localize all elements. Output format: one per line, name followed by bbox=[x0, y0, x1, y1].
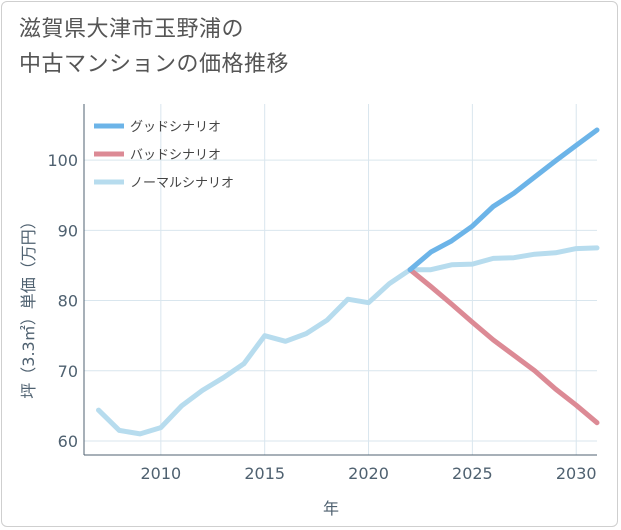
grid-lines bbox=[84, 104, 597, 455]
chart-title-line-1: 滋賀県大津市玉野浦の bbox=[19, 17, 245, 42]
legend-label-normal: ノーマルシナリオ bbox=[130, 176, 234, 191]
y-tick-label-0: 60 bbox=[58, 432, 78, 451]
y-tick-label-3: 90 bbox=[58, 221, 78, 240]
legend-label-bad: バッドシナリオ bbox=[130, 148, 221, 163]
x-tick-label-2: 2020 bbox=[348, 464, 389, 483]
chart-title-line-2: 中古マンションの価格推移 bbox=[19, 52, 290, 77]
x-tick-labels: 2010 2015 2020 2025 2030 bbox=[140, 464, 596, 483]
x-tick-label-4: 2030 bbox=[556, 464, 597, 483]
x-axis-title: 年 bbox=[323, 499, 339, 518]
series-line-normal bbox=[96, 245, 600, 437]
y-tick-label-2: 80 bbox=[58, 292, 78, 311]
series-line-good bbox=[407, 127, 600, 273]
chart-title: 滋賀県大津市玉野浦の 中古マンションの価格推移 bbox=[19, 12, 289, 82]
y-tick-labels: 60 70 80 90 100 bbox=[47, 151, 78, 451]
y-tick-label-1: 70 bbox=[58, 362, 78, 381]
y-tick-label-4: 100 bbox=[47, 151, 78, 170]
legend-label-good: グッドシナリオ bbox=[130, 120, 221, 135]
series-lines bbox=[96, 127, 600, 437]
x-tick-label-0: 2010 bbox=[140, 464, 181, 483]
x-tick-label-3: 2025 bbox=[452, 464, 493, 483]
y-axis-title: 坪（3.3㎡）単価（万円） bbox=[19, 213, 38, 398]
plot-frame bbox=[83, 104, 597, 456]
series-line-bad bbox=[407, 267, 600, 426]
x-tick-label-1: 2015 bbox=[244, 464, 285, 483]
